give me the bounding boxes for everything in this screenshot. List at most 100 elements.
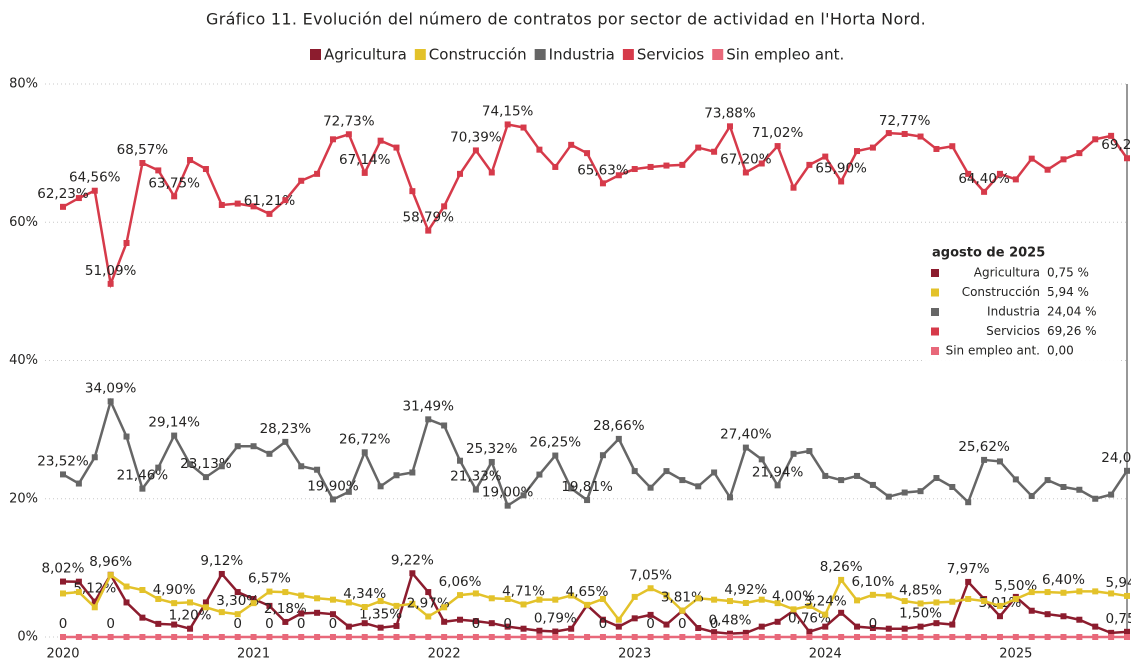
point (171, 600, 178, 607)
point (663, 621, 670, 628)
point (409, 634, 416, 640)
point (774, 634, 781, 640)
point (472, 590, 479, 597)
point (250, 595, 257, 602)
x-tick-label: 2022 (428, 647, 461, 662)
point (742, 444, 749, 451)
point (822, 472, 829, 479)
point (1012, 634, 1019, 640)
point (266, 634, 273, 640)
point (790, 184, 797, 191)
data-label: 63,75% (148, 175, 200, 191)
tooltip-box (922, 240, 1120, 368)
point (457, 592, 464, 599)
point (599, 634, 606, 640)
point (869, 144, 876, 151)
point (838, 634, 845, 640)
point (457, 170, 464, 177)
point (854, 148, 861, 155)
point (568, 625, 575, 632)
point (107, 634, 114, 640)
point (568, 485, 575, 492)
point (917, 634, 924, 640)
point (409, 600, 416, 607)
point (1060, 634, 1067, 640)
point (1028, 492, 1035, 499)
point (790, 450, 797, 457)
point (869, 625, 876, 632)
point (584, 150, 591, 157)
data-label: 68,57% (117, 142, 169, 158)
point (504, 634, 511, 640)
point (155, 620, 162, 627)
point (758, 623, 765, 630)
point (631, 468, 638, 475)
point (472, 486, 479, 493)
data-label: 4,65% (566, 584, 609, 600)
legend-marker (534, 49, 546, 60)
point (1076, 616, 1083, 623)
point (901, 625, 908, 632)
data-label: 5,50% (994, 578, 1037, 594)
point (965, 170, 972, 177)
data-label: 72,73% (323, 113, 375, 129)
point (552, 163, 559, 170)
point (107, 280, 114, 287)
point (314, 609, 321, 616)
data-label: 71,02% (752, 125, 804, 141)
point (631, 634, 638, 640)
point (885, 592, 892, 599)
data-label: 0 (233, 616, 242, 632)
point (1012, 595, 1019, 602)
point (758, 160, 765, 167)
point (361, 449, 368, 456)
y-tick-label: 80% (9, 77, 38, 92)
point (996, 458, 1003, 465)
point (91, 598, 98, 605)
point (901, 130, 908, 137)
data-label: 2,18% (264, 601, 307, 617)
data-label: 1,50% (899, 606, 942, 622)
point (441, 604, 448, 611)
point (425, 634, 432, 640)
point (695, 483, 702, 490)
point (774, 482, 781, 489)
point (425, 416, 432, 423)
tooltip-marker (931, 308, 939, 316)
point (202, 599, 209, 606)
data-label: 1,35% (359, 607, 402, 623)
point (996, 634, 1003, 640)
point (901, 598, 908, 605)
data-label: 6,40% (1042, 572, 1085, 588)
point (917, 600, 924, 607)
point (107, 572, 114, 579)
point (552, 634, 559, 640)
point (854, 623, 861, 630)
point (996, 170, 1003, 177)
point (329, 596, 336, 603)
point (60, 578, 66, 585)
point (981, 456, 988, 463)
point (599, 616, 606, 623)
point (1028, 607, 1035, 614)
point (345, 623, 352, 630)
point (996, 613, 1003, 620)
data-label: 0 (869, 616, 878, 632)
point (171, 634, 178, 640)
point (742, 599, 749, 606)
point (711, 596, 718, 603)
point (393, 144, 400, 151)
data-label: 4,71% (502, 583, 545, 599)
point (1124, 628, 1130, 635)
point (1044, 634, 1051, 640)
point (1028, 155, 1035, 162)
data-label: 4,00% (772, 588, 815, 604)
point (488, 595, 495, 602)
y-tick-label: 40% (9, 353, 38, 368)
legend-label: Construcción (429, 46, 527, 64)
point (742, 629, 749, 636)
point (139, 485, 146, 492)
point (218, 570, 225, 577)
point (726, 598, 733, 605)
point (488, 169, 495, 176)
